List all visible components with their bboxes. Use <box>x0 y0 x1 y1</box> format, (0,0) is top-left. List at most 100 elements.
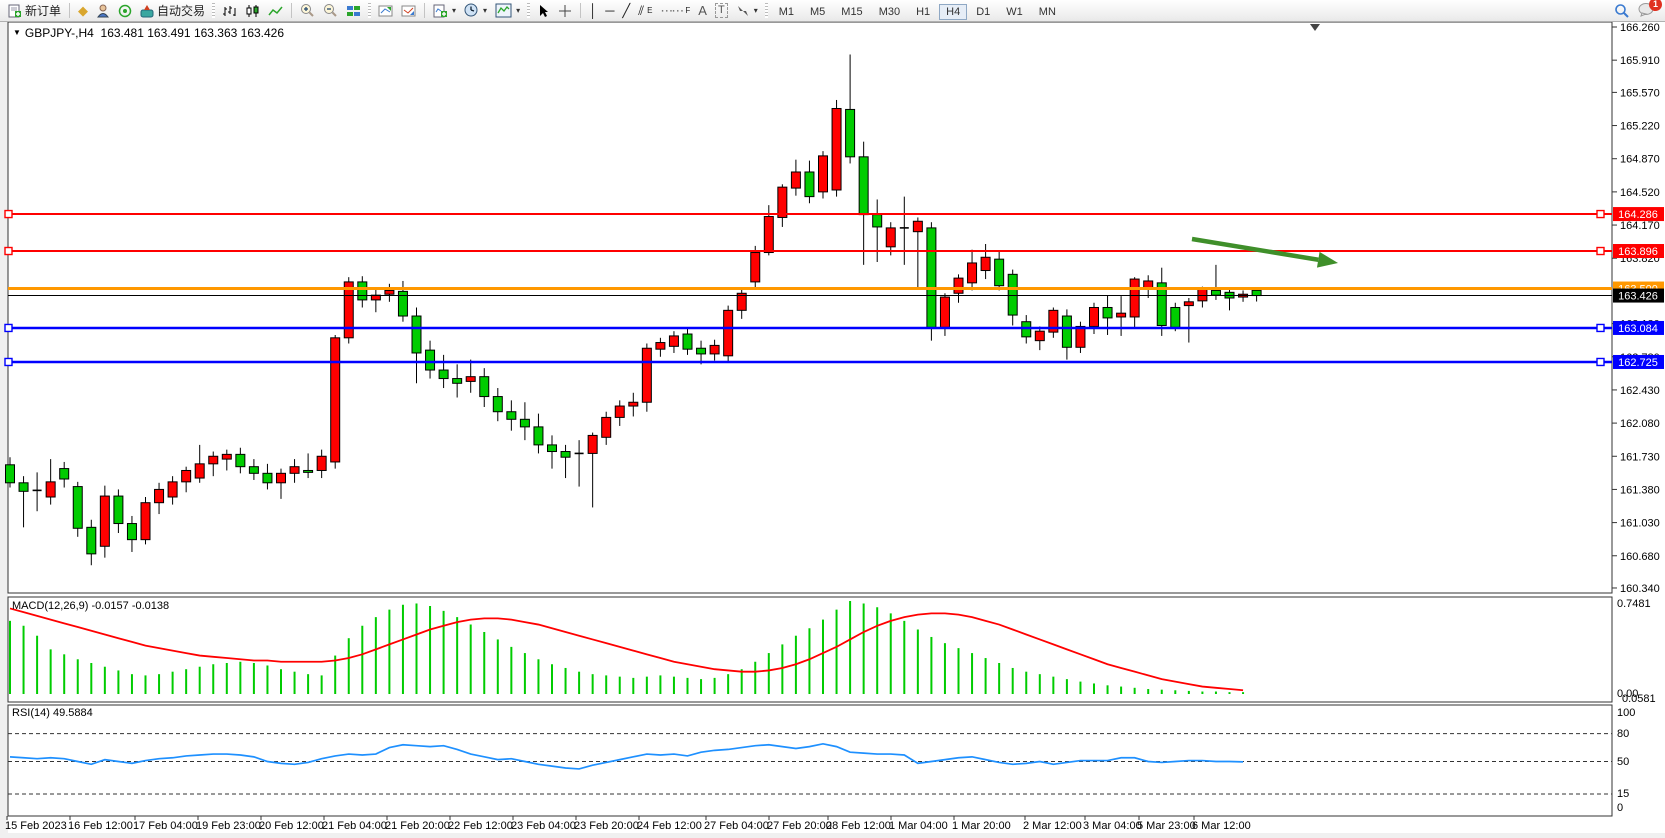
new-order-icon <box>8 4 21 17</box>
trend-arrow[interactable] <box>1191 236 1338 268</box>
hline-tool-button[interactable]: ─ <box>601 0 618 21</box>
horizontal-line-163.896[interactable]: 163.896 <box>4 244 1664 259</box>
svg-text:164.170: 164.170 <box>1620 220 1660 232</box>
profiles-button[interactable]: ◆ <box>74 0 92 21</box>
zoom-out-icon <box>324 4 337 17</box>
hline-icon: ─ <box>605 3 615 18</box>
market-watch-button[interactable] <box>92 0 114 21</box>
separator <box>580 3 582 18</box>
svg-text:27 Feb 04:00: 27 Feb 04:00 <box>704 820 769 832</box>
new-order-label: 新订单 <box>25 4 62 18</box>
svg-text:161.730: 161.730 <box>1620 451 1660 463</box>
fibonacci-tool-button[interactable]: ⋯⋯ F <box>656 0 694 21</box>
horizontal-line-164.286[interactable]: 164.286 <box>4 207 1664 222</box>
svg-text:24 Feb 12:00: 24 Feb 12:00 <box>637 820 702 832</box>
timeframe-MN[interactable]: MN <box>1038 5 1056 18</box>
timeframe-H4[interactable]: H4 <box>939 3 968 20</box>
svg-text:1 Mar 04:00: 1 Mar 04:00 <box>889 820 948 832</box>
indicator-window-button[interactable] <box>374 0 397 21</box>
svg-text:160.340: 160.340 <box>1620 583 1660 595</box>
timeframe-M5[interactable]: M5 <box>810 5 826 18</box>
candlestick-chart-button[interactable] <box>241 0 264 21</box>
toolbar-grip <box>368 3 372 18</box>
tile-windows-button[interactable] <box>342 0 365 21</box>
period-button[interactable]: ▾ <box>460 0 491 21</box>
channel-tool-button[interactable]: ⫽ E <box>634 0 656 21</box>
ohlc-values: 163.481 163.491 163.363 163.426 <box>100 26 285 40</box>
main-toolbar: 新订单 ◆ 自动交易 ▾ ▾ ▾ │ ─ ╱ ⫽ E ⋯⋯ F A T ▾ M1 M5… <box>0 0 1665 22</box>
crosshair-tool-button[interactable] <box>554 0 576 21</box>
chart-shift-marker-icon[interactable] <box>1310 24 1320 31</box>
add-indicator-button[interactable]: ▾ <box>429 0 460 21</box>
svg-text:50: 50 <box>1617 756 1629 768</box>
svg-text:161.380: 161.380 <box>1620 484 1660 496</box>
crosshair-icon <box>559 4 572 17</box>
toolbar-grip <box>764 3 768 18</box>
template-button[interactable]: ▾ <box>491 0 524 21</box>
timeframe-W1[interactable]: W1 <box>1006 5 1023 18</box>
timeframe-toolbar: M1 M5 M15 M30 H1 H4 D1 W1 MN <box>771 3 1064 20</box>
horizontal-line-163.426[interactable]: 163.426 <box>8 288 1664 303</box>
svg-text:0.0581: 0.0581 <box>1622 693 1656 705</box>
vline-icon: │ <box>589 3 598 18</box>
rsi-panel: 100 80 50 15 0 <box>8 707 1635 814</box>
svg-text:27 Feb 20:00: 27 Feb 20:00 <box>767 820 832 832</box>
signal-button[interactable] <box>114 0 136 21</box>
svg-text:3 Mar 04:00: 3 Mar 04:00 <box>1083 820 1142 832</box>
line-chart-icon <box>268 6 283 15</box>
auto-trading-button[interactable]: 自动交易 <box>136 0 209 21</box>
svg-text:80: 80 <box>1617 728 1629 740</box>
notifications-button[interactable]: 1 <box>1638 0 1662 20</box>
textlabel-tool-label: T <box>714 3 728 18</box>
timeframe-D1[interactable]: D1 <box>976 5 991 18</box>
timeframe-M15[interactable]: M15 <box>841 5 863 18</box>
auto-trading-label: 自动交易 <box>157 4 206 18</box>
text-tool-button[interactable]: A <box>694 0 711 21</box>
svg-text:16 Feb 12:00: 16 Feb 12:00 <box>68 820 133 832</box>
svg-text:22 Feb 12:00: 22 Feb 12:00 <box>448 820 513 832</box>
toolbar-grip <box>212 3 216 18</box>
svg-text:162.080: 162.080 <box>1620 418 1660 430</box>
signal-icon <box>118 4 132 17</box>
vline-tool-button[interactable]: │ <box>585 0 601 21</box>
cursor-tool-button[interactable] <box>533 0 554 21</box>
data-window-icon <box>401 5 416 16</box>
cursor-icon <box>540 4 549 17</box>
channel-icon: ⫽ <box>638 3 645 18</box>
dropdown-caret-icon: ▾ <box>483 6 488 15</box>
svg-text:20 Feb 12:00: 20 Feb 12:00 <box>259 820 324 832</box>
channel-label: E <box>647 6 653 15</box>
search-icon[interactable] <box>1614 3 1630 19</box>
dropdown-caret-icon: ▾ <box>452 6 457 15</box>
symbol-dropdown-icon[interactable]: ▼ <box>13 28 21 37</box>
svg-text:2 Mar 12:00: 2 Mar 12:00 <box>1023 820 1082 832</box>
rsi-indicator-label: RSI(14) 49.5884 <box>12 707 93 719</box>
new-order-button[interactable]: 新订单 <box>4 0 65 21</box>
svg-text:15: 15 <box>1617 788 1629 800</box>
svg-text:160.680: 160.680 <box>1620 551 1660 563</box>
svg-text:162.725: 162.725 <box>1618 357 1658 369</box>
svg-text:100: 100 <box>1617 707 1635 719</box>
svg-text:23 Feb 04:00: 23 Feb 04:00 <box>511 820 576 832</box>
textlabel-tool-button[interactable]: T <box>711 0 732 21</box>
zoom-out-button[interactable] <box>319 0 342 21</box>
auto-trading-icon <box>140 4 154 17</box>
data-window-button[interactable] <box>397 0 420 21</box>
timeframe-H1[interactable]: H1 <box>916 5 931 18</box>
svg-text:164.286: 164.286 <box>1618 209 1658 221</box>
timeframe-M1[interactable]: M1 <box>778 5 794 18</box>
trendline-tool-button[interactable]: ╱ <box>618 0 634 21</box>
line-chart-button[interactable] <box>264 0 287 21</box>
dropdown-caret-icon: ▾ <box>516 6 521 15</box>
shapes-tool-button[interactable]: ▾ <box>732 0 762 21</box>
svg-text:0.7481: 0.7481 <box>1617 598 1651 610</box>
zoom-in-button[interactable] <box>296 0 319 21</box>
timeframe-M30[interactable]: M30 <box>878 5 901 18</box>
horizontal-line-162.725[interactable]: 162.725 <box>4 354 1664 369</box>
profile-icon: ◆ <box>78 3 89 18</box>
bar-chart-button[interactable] <box>218 0 241 21</box>
horizontal-line-163.084[interactable]: 163.084 <box>4 320 1664 335</box>
macd-indicator-label: MACD(12,26,9) -0.0157 -0.0138 <box>12 600 170 612</box>
